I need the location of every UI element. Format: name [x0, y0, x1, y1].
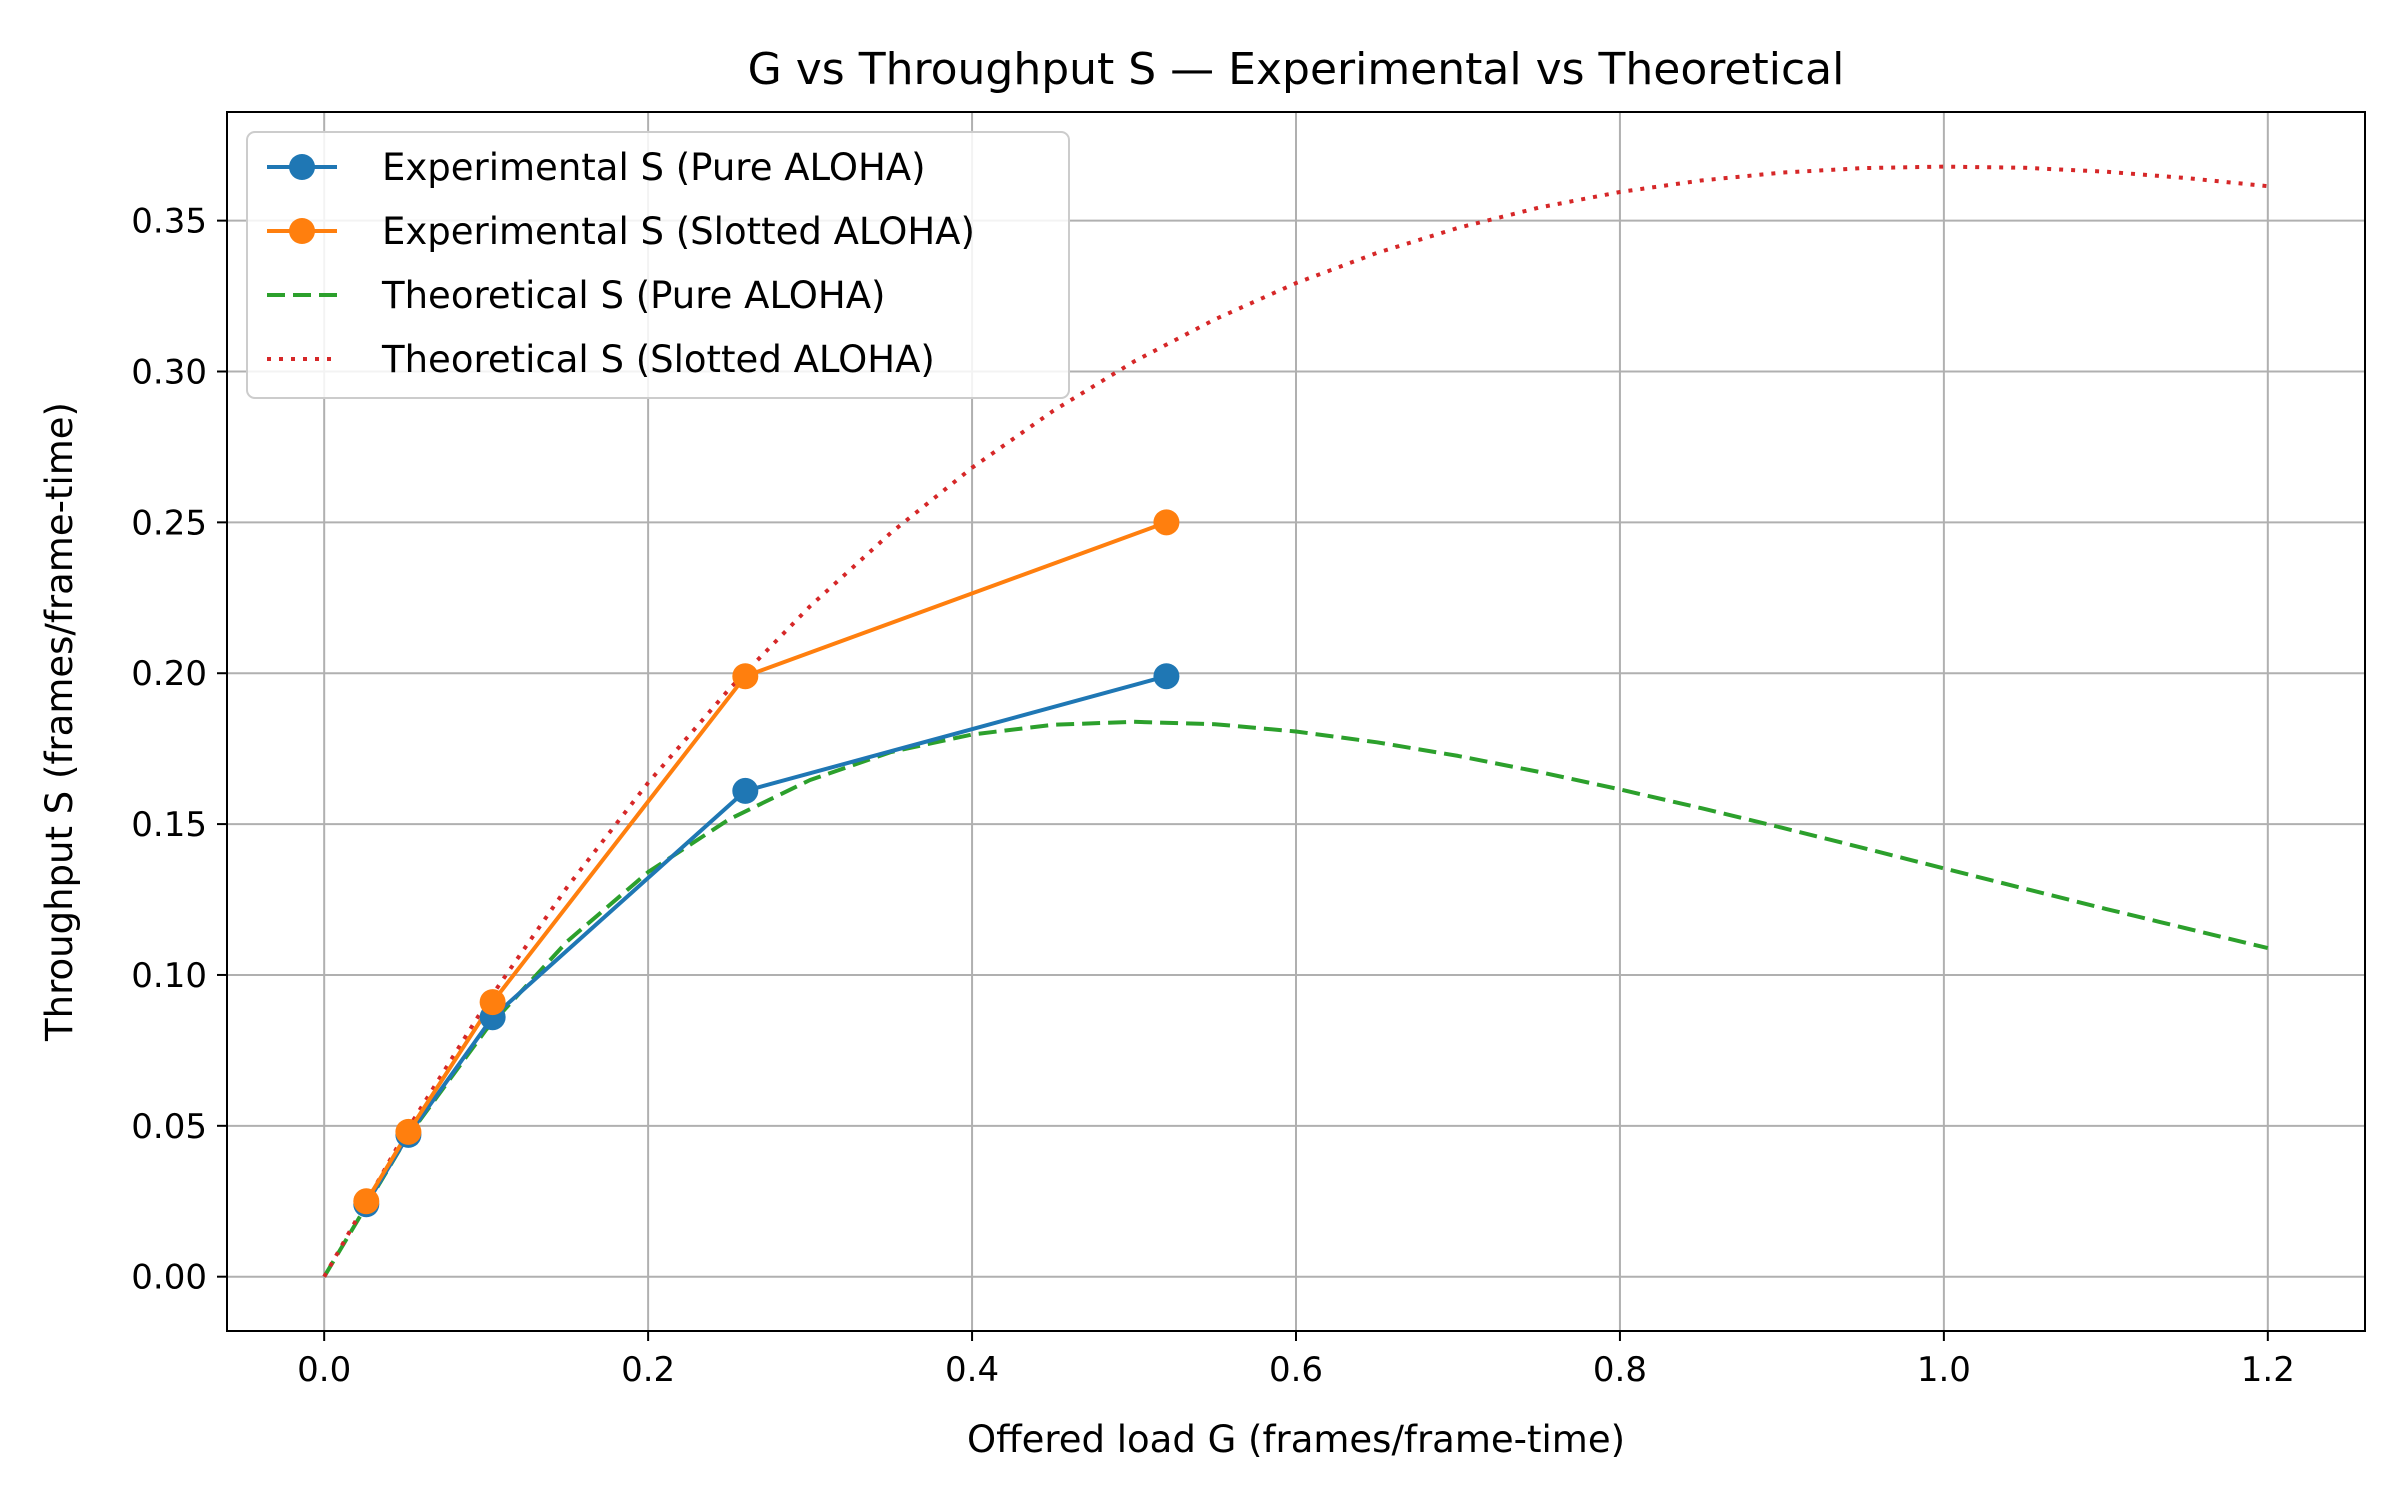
y-tick-label: 0.35 [131, 202, 207, 242]
series-line [364, 520, 1168, 1203]
y-tick-label: 0.30 [131, 352, 207, 392]
y-tick-label: 0.15 [131, 805, 207, 845]
x-axis-label: Offered load G (frames/frame-time) [967, 1418, 1625, 1461]
x-tick-label: 1.0 [1917, 1350, 1971, 1390]
legend-label: Experimental S (Pure ALOHA) [382, 146, 926, 189]
y-tick-label: 0.00 [131, 1258, 207, 1298]
y-tick-label: 0.10 [131, 956, 207, 996]
y-axis-label: Throughput S (frames/frame-time) [38, 402, 81, 1042]
data-point [732, 777, 759, 804]
legend-marker [289, 154, 315, 180]
legend-label: Theoretical S (Slotted ALOHA) [381, 338, 935, 381]
x-tick-label: 1.2 [2241, 1350, 2295, 1390]
chart-title: G vs Throughput S — Experimental vs Theo… [748, 44, 1845, 95]
legend-box [246, 131, 1070, 399]
grid [227, 112, 2365, 1331]
x-tick-label: 0.2 [621, 1350, 675, 1390]
y-tick-label: 0.25 [131, 503, 207, 543]
legend-marker [289, 218, 315, 244]
legend-label: Theoretical S (Pure ALOHA) [381, 274, 885, 317]
axis-ticks: 0.0 0.2 0.4 0.6 0.8 1.0 1.2 0.00 0.05 0.10 0.15 0.2… [131, 202, 2295, 1390]
data-point [479, 989, 506, 1016]
data-point [1153, 663, 1180, 690]
data-point [395, 1118, 422, 1145]
x-tick-label: 0.0 [297, 1350, 351, 1390]
x-tick-label: 0.6 [1269, 1350, 1323, 1390]
x-tick-label: 0.4 [945, 1350, 999, 1390]
data-point [732, 663, 759, 690]
legend: Experimental S (Pure ALOHA) Experimental … [246, 131, 1070, 399]
y-tick-label: 0.20 [131, 654, 207, 694]
y-tick-label: 0.05 [131, 1107, 207, 1147]
series-line [322, 719, 2269, 1278]
x-tick-label: 0.8 [1593, 1350, 1647, 1390]
data-point [353, 1188, 380, 1215]
legend-label: Experimental S (Slotted ALOHA) [382, 210, 975, 253]
series-line [322, 164, 2268, 1278]
series-layer [322, 164, 2269, 1278]
data-point [1153, 509, 1180, 536]
